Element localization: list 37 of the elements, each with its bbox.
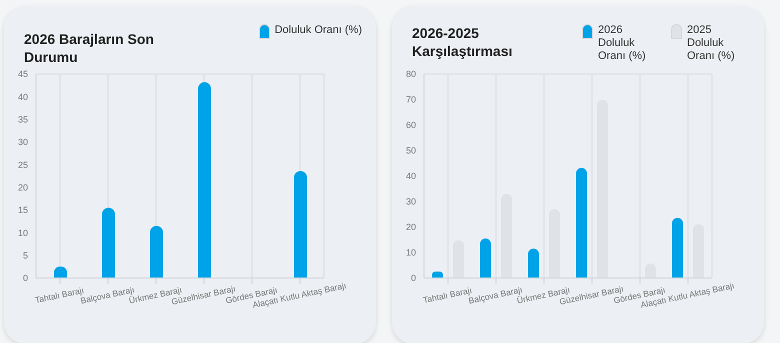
y-tick-label: 30 xyxy=(406,196,416,207)
bar xyxy=(693,224,704,278)
y-tick-label: 20 xyxy=(18,182,28,193)
y-tick-label: 10 xyxy=(406,248,416,258)
bar xyxy=(549,209,560,278)
y-tick-label: 0 xyxy=(410,273,416,284)
bar xyxy=(501,194,512,278)
legend-label: 2025 Doluluk Oranı (%) xyxy=(687,24,736,63)
bar xyxy=(198,82,211,278)
y-tick-label: 20 xyxy=(406,222,416,232)
chart-title: 2026-2025 Karşılaştırması xyxy=(412,24,514,60)
legend-label: Doluluk Oranı (%) xyxy=(274,24,362,37)
bar xyxy=(102,208,115,278)
bar xyxy=(576,168,587,278)
chart-title: 2026 Barajların Son Durumu xyxy=(24,30,155,66)
legend-label: 2026 Doluluk Oranı (%) xyxy=(598,24,647,63)
y-tick-label: 30 xyxy=(18,137,28,148)
y-tick-label: 35 xyxy=(18,114,28,125)
y-tick-label: 25 xyxy=(18,160,28,170)
bar xyxy=(528,248,539,278)
y-tick-label: 80 xyxy=(406,69,416,80)
y-tick-label: 40 xyxy=(406,171,416,182)
y-tick-label: 45 xyxy=(18,69,28,80)
y-tick-label: 40 xyxy=(18,92,28,102)
bar xyxy=(597,100,608,278)
y-tick-label: 60 xyxy=(406,120,416,130)
bar xyxy=(150,226,163,278)
bar xyxy=(294,171,307,278)
y-tick-label: 15 xyxy=(18,205,28,216)
y-tick-label: 0 xyxy=(22,273,28,284)
y-tick-label: 10 xyxy=(18,228,28,238)
bar xyxy=(480,238,491,278)
y-tick-label: 50 xyxy=(406,146,416,156)
y-tick-label: 5 xyxy=(22,250,28,261)
bar xyxy=(453,240,464,278)
y-tick-label: 70 xyxy=(406,94,416,105)
bar xyxy=(672,218,683,278)
